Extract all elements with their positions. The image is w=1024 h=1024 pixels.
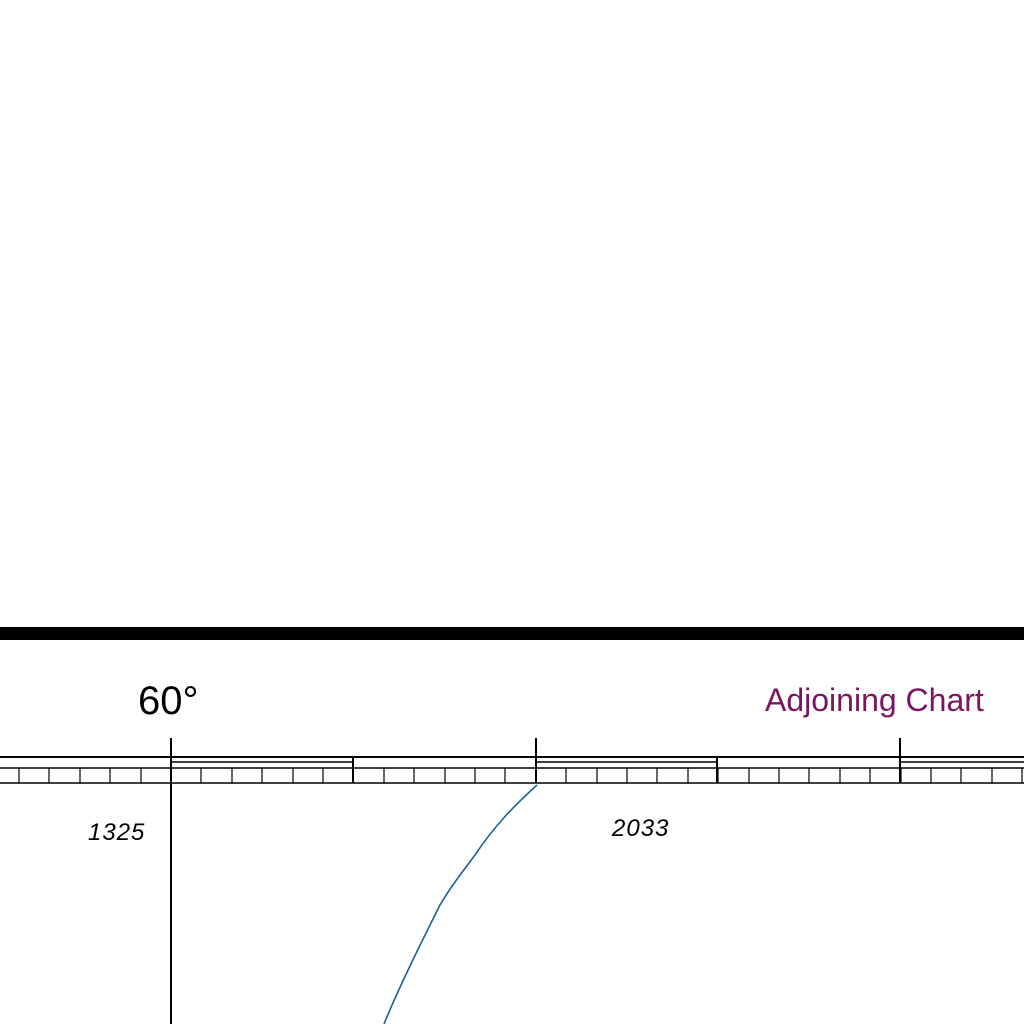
chart-limit-line (383, 784, 538, 1024)
latitude-label: 60° (138, 679, 199, 723)
adjoining-chart-label: Adjoining Chart (765, 682, 984, 718)
chart-border-neatline (0, 627, 1024, 640)
chart-number-2033: 2033 (611, 815, 669, 842)
chart-number-1325: 1325 (88, 819, 145, 846)
